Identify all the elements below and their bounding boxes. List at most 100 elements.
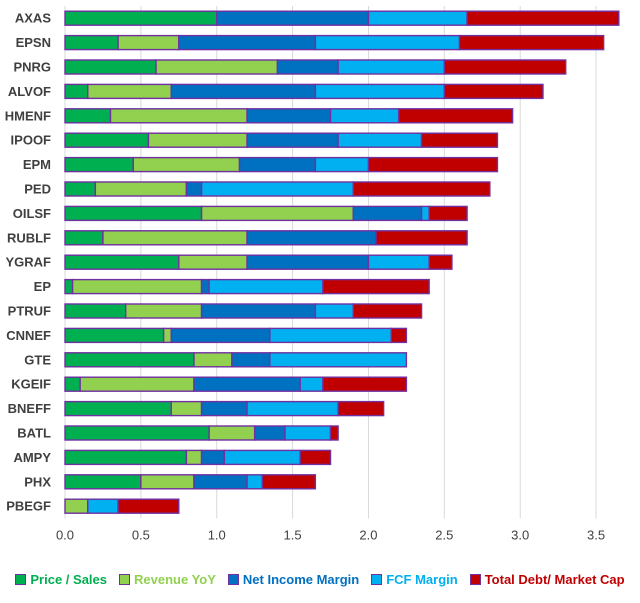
bar-segment [193,376,301,392]
category-label: BATL [17,426,51,441]
bar-segment [299,376,324,392]
bar-segment [337,132,423,148]
bar-segment [87,83,172,100]
bar-segment [64,376,81,392]
bar-segment [200,181,354,197]
bar-segment [64,181,97,197]
bar-segment [64,10,218,26]
bar-segment [64,108,112,124]
x-tick-label: 0.0 [56,527,74,542]
bar-segment [216,10,370,26]
category-label: PTRUF [8,304,51,319]
bar-segment [284,425,332,441]
bars [64,10,620,514]
bar-segment [170,400,203,417]
bar-segment [64,474,142,490]
bar-segment [64,352,195,368]
category-labels: AXAS EPSN PNRG ALVOF HMENF IPOOF EPM PED OILSF RU… [5,11,52,514]
bar-segment [276,59,339,75]
bar-segment [322,376,408,392]
bar-segment [367,156,499,173]
category-label: EPM [23,157,51,172]
bar-segment [64,34,119,51]
bar-segment [185,449,203,466]
bar-segment [314,34,461,51]
bar-segment [64,156,134,173]
bar-segment [420,132,499,148]
legend-label: Total Debt/ Market Cap [484,572,625,587]
bar-segment [208,425,256,441]
bar-segment [64,425,210,441]
x-tick-label: 3.5 [587,527,605,542]
legend-item: Revenue YoY [119,572,216,587]
bar-segment [64,498,89,514]
bar-segment [253,425,286,441]
category-label: AMPY [13,450,51,465]
category-label: HMENF [5,108,51,123]
bar-segment [64,254,180,270]
bar-segment [352,303,423,319]
legend-item: Price / Sales [15,572,107,587]
bar-segment [261,474,317,490]
bar-segment [200,400,248,417]
bar-segment [193,474,248,490]
bar-segment [200,449,226,466]
bar-segment [208,278,324,295]
bar-segment [170,83,317,100]
category-label: YGRAF [6,255,52,270]
category-label: GTE [24,352,51,367]
bar-segment [269,327,392,344]
category-label: EP [34,279,52,294]
bar-segment [140,474,195,490]
bar-segment [64,230,104,246]
bar-segment [375,230,468,246]
legend: Price / Sales Revenue YoY Net Income Margi… [0,572,640,587]
bar-segment [367,254,430,270]
bar-segment [443,59,567,75]
bar-segment [102,230,248,246]
bar-segment [246,254,370,270]
bar-segment [117,34,180,51]
bar-segment [352,181,491,197]
bar-segment [337,400,385,417]
legend-label: Revenue YoY [134,572,216,587]
bar-segment [178,254,248,270]
category-label: CNNEF [6,328,51,343]
category-label: OILSF [13,206,51,221]
bar-segment [117,498,180,514]
category-label: IPOOF [11,133,52,148]
category-label: KGEIF [11,377,51,392]
bar-segment [87,498,119,514]
bar-segment [428,205,468,222]
bar-segment [458,34,605,51]
bar-segment [200,205,354,222]
category-label: PED [24,182,51,197]
bar-segment [94,181,188,197]
bar-segment [367,10,468,26]
bar-segment [390,327,408,344]
bar-segment [246,230,377,246]
bar-segment [193,352,233,368]
category-label: PBEGF [6,499,51,514]
legend-swatch [469,574,481,585]
bar-segment [64,278,74,295]
category-label: AXAS [15,11,51,26]
bar-segment [64,327,165,344]
bar-segment [200,303,317,319]
legend-label: Price / Sales [30,572,108,587]
bar-segment [64,303,127,319]
legend-label: FCF Margin [386,572,458,587]
bar-segment [71,278,203,295]
bar-segment [231,352,271,368]
bar-segment [329,425,339,441]
bar-segment [314,83,446,100]
legend-swatch [371,574,383,585]
bar-segment [420,205,430,222]
bar-segment [170,327,271,344]
category-label: RUBLF [7,230,51,245]
legend-item: Total Debt/ Market Cap [469,572,625,587]
bar-segment [246,108,332,124]
bar-segment [314,303,354,319]
legend-swatch [227,574,239,585]
